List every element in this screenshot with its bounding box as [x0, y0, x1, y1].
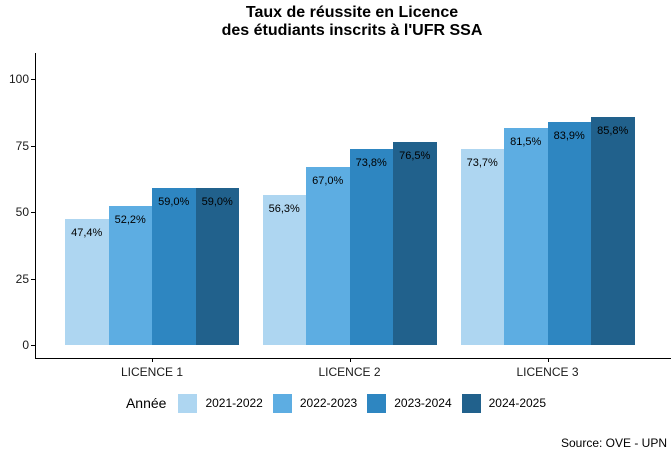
bar-value-label: 52,2%	[114, 214, 146, 227]
y-axis-tick-mark	[31, 278, 36, 280]
chart-title-line2: des étudiants inscrits à l'UFR SSA	[221, 22, 483, 39]
legend-swatch	[272, 393, 292, 413]
y-axis-tick-mark	[31, 79, 36, 80]
x-axis-category-label: LICENCE 1	[120, 365, 184, 379]
bar-licence-2-2022-2023	[306, 166, 350, 345]
legend-swatch	[461, 393, 481, 413]
x-axis-line	[35, 358, 671, 359]
legend-item-2022-2023: 2022-2023	[272, 393, 358, 413]
legend-label: 2023-2024	[394, 396, 452, 410]
legend: Année 2021-2022 2022-2023 2023-2024 2024-20…	[0, 391, 672, 415]
legend-item-2023-2024: 2023-2024	[367, 393, 452, 413]
y-axis-tick-label: 0	[22, 338, 29, 352]
y-axis-line	[35, 53, 36, 358]
bar-value-label: 47,4%	[71, 226, 103, 239]
x-axis-category-label: LICENCE 3	[516, 365, 579, 379]
legend-label: 2024-2025	[488, 396, 547, 410]
source-caption: Source: OVE - UPN	[560, 436, 667, 450]
chart-title-line1: Taux de réussite en Licence	[245, 4, 459, 21]
x-axis-tick-mark	[349, 358, 351, 362]
legend-title: Année	[125, 395, 167, 411]
bar-value-label: 73,7%	[466, 156, 498, 169]
legend-swatch	[367, 393, 387, 413]
legend-label: 2022-2023	[299, 396, 358, 410]
bar-licence-3-2023-2024	[547, 121, 591, 345]
bar-value-label: 67,0%	[312, 174, 344, 187]
bar-licence-2-2024-2025	[393, 141, 437, 345]
bar-value-label: 81,5%	[510, 136, 542, 149]
bar-licence-1-2024-2025	[195, 188, 239, 345]
bar-licence-3-2024-2025	[591, 116, 635, 345]
bar-value-label: 83,9%	[553, 129, 585, 142]
bar-value-label: 85,8%	[597, 124, 629, 137]
bar-value-label: 59,0%	[201, 196, 233, 209]
y-axis-tick-label: 25	[15, 271, 29, 286]
y-axis-tick-label: 75	[15, 138, 29, 153]
legend-label: 2021-2022	[205, 396, 263, 410]
legend-items: 2021-2022 2022-2023 2023-2024 2024-2025	[178, 393, 547, 413]
bar-licence-1-2023-2024	[152, 188, 196, 345]
bar-licence-2-2021-2022	[262, 195, 306, 345]
x-axis-tick-mark	[152, 358, 153, 362]
bar-licence-3-2021-2022	[460, 148, 504, 345]
y-axis-tick-mark	[31, 212, 36, 213]
x-axis-category-label: LICENCE 2	[318, 365, 381, 379]
y-axis-tick-mark	[31, 345, 36, 346]
bar-value-label: 59,0%	[158, 196, 190, 209]
bar-value-label: 76,5%	[399, 149, 431, 162]
bar-licence-1-2022-2023	[108, 206, 152, 345]
chart-title: Taux de réussite en Licence des étudiant…	[36, 4, 668, 40]
y-axis-tick-label: 50	[15, 205, 29, 219]
legend-item-2021-2022: 2021-2022	[178, 393, 263, 413]
bar-licence-3-2022-2023	[504, 128, 548, 345]
legend-item-2024-2025: 2024-2025	[461, 393, 547, 413]
x-axis-tick-mark	[547, 358, 549, 362]
bar-value-label: 73,8%	[355, 156, 387, 169]
y-axis-tick-mark	[31, 145, 36, 147]
legend-swatch	[178, 393, 198, 413]
bar-licence-2-2023-2024	[349, 148, 393, 345]
bar-licence-1-2021-2022	[65, 218, 109, 345]
y-axis-tick-label: 100	[8, 72, 29, 86]
bar-value-label: 56,3%	[268, 203, 300, 216]
